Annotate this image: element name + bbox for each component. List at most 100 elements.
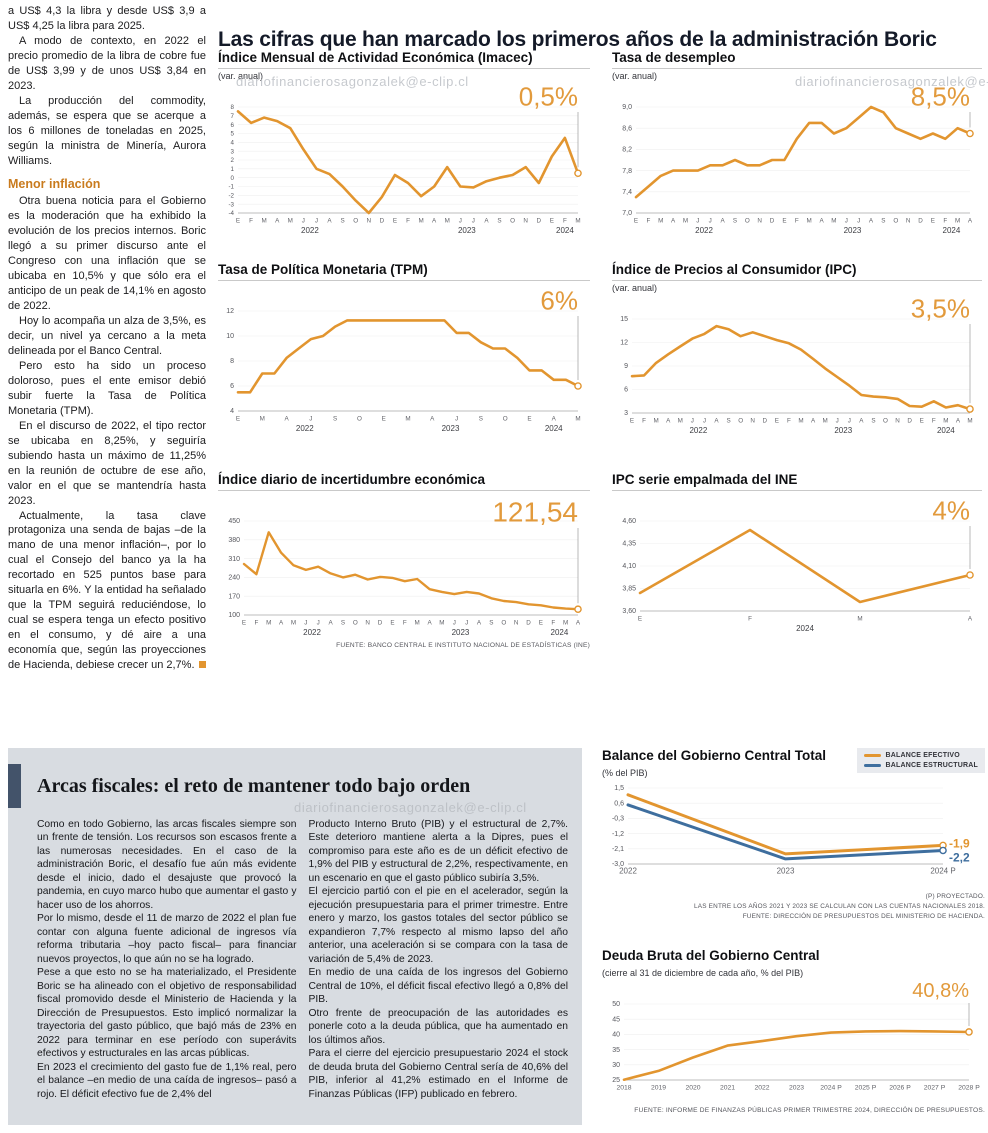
svg-text:N: N — [365, 620, 370, 627]
svg-text:S: S — [881, 218, 885, 225]
chart-footnotes: (P) PROYECTADO. LAS ENTRE LOS AÑOS 2021 … — [602, 892, 985, 922]
svg-text:2022: 2022 — [619, 867, 637, 876]
svg-text:12: 12 — [620, 340, 628, 347]
svg-text:M: M — [831, 218, 836, 225]
svg-text:2024: 2024 — [551, 628, 569, 637]
svg-text:M: M — [262, 218, 267, 225]
deuda-line-chart: 50 45 40 35 30 25 2018 2019 2020 2021 2022 2023 2024… — [602, 978, 985, 1106]
svg-text:S: S — [333, 416, 337, 423]
svg-text:D: D — [770, 218, 775, 225]
balance-chart-card: Balance del Gobierno Central Total (% de… — [602, 748, 985, 922]
svg-text:3,60: 3,60 — [622, 608, 636, 615]
svg-text:0,5%: 0,5% — [519, 82, 578, 112]
svg-text:A: A — [427, 620, 432, 627]
chart-subtitle: (var. anual) — [612, 283, 658, 293]
svg-text:E: E — [931, 218, 935, 225]
svg-text:4,35: 4,35 — [622, 541, 636, 548]
svg-text:D: D — [380, 218, 385, 225]
svg-text:O: O — [883, 418, 888, 425]
svg-text:S: S — [489, 620, 493, 627]
svg-text:F: F — [943, 218, 947, 225]
svg-text:45: 45 — [612, 1016, 620, 1023]
svg-text:E: E — [236, 218, 240, 225]
svg-text:30: 30 — [612, 1062, 620, 1069]
chart-subtitle: (% del PIB) — [602, 768, 648, 778]
svg-text:E: E — [236, 416, 240, 423]
svg-text:N: N — [514, 620, 519, 627]
svg-text:J: J — [709, 218, 712, 225]
chart-source-note: FUENTE: BANCO CENTRAL E INSTITUTO NACION… — [336, 642, 590, 649]
svg-text:2027 P: 2027 P — [924, 1085, 946, 1092]
ipc-chart-card: Índice de Precios al Consumidor (IPC) (v… — [612, 262, 982, 439]
svg-text:2024: 2024 — [545, 424, 563, 433]
tpm-chart-card: Tasa de Política Monetaria (TPM) 12 10 8 6 4… — [218, 262, 590, 437]
svg-text:12: 12 — [226, 308, 234, 315]
svg-text:M: M — [439, 620, 444, 627]
balance-title-block: Balance del Gobierno Central Total (% de… — [602, 748, 826, 778]
svg-text:F: F — [795, 218, 799, 225]
svg-text:8,6: 8,6 — [622, 125, 632, 132]
article-paragraph: El ejercicio partió con el pie en el ace… — [308, 886, 569, 965]
svg-text:A: A — [811, 418, 816, 425]
svg-text:121,54: 121,54 — [492, 497, 578, 528]
svg-text:O: O — [357, 416, 362, 423]
svg-text:2023: 2023 — [442, 424, 460, 433]
svg-text:2019: 2019 — [651, 1085, 666, 1092]
svg-text:A: A — [477, 620, 482, 627]
svg-text:2028 P: 2028 P — [958, 1085, 980, 1092]
svg-text:E: E — [634, 218, 638, 225]
svg-text:2024 P: 2024 P — [930, 867, 955, 876]
svg-text:A: A — [666, 418, 671, 425]
ipc-empalmada-chart-card: IPC serie empalmada del INE 4,60 4,35 4,10… — [612, 472, 982, 637]
svg-text:M: M — [418, 218, 423, 225]
tpm-line-chart: 12 10 8 6 4 E M A J S O E M A J S O E A M 2022 2023 2024 6% — [218, 285, 590, 437]
svg-text:2022: 2022 — [303, 628, 321, 637]
svg-text:A: A — [819, 218, 824, 225]
svg-text:-3: -3 — [228, 201, 234, 208]
svg-text:M: M — [857, 616, 862, 623]
svg-text:310: 310 — [228, 556, 240, 563]
svg-text:J: J — [465, 620, 468, 627]
svg-text:O: O — [745, 218, 750, 225]
svg-text:2024 P: 2024 P — [820, 1085, 842, 1092]
svg-text:F: F — [563, 218, 567, 225]
svg-text:170: 170 — [228, 593, 240, 600]
svg-text:9: 9 — [624, 363, 628, 370]
svg-text:-2: -2 — [228, 193, 234, 200]
svg-text:J: J — [845, 218, 848, 225]
svg-text:J: J — [848, 418, 851, 425]
ipc-empalmada-line-chart: 4,60 4,35 4,10 3,85 3,60 E F M A 2024 4% — [612, 495, 982, 637]
svg-text:E: E — [920, 418, 924, 425]
balance-line-chart: 1,5 0,6 -0,3 -1,2 -2,1 -3,0 2022 2023 2024 P -1,9… — [602, 778, 985, 890]
svg-text:M: M — [405, 416, 410, 423]
fiscal-title-row: Arcas fiscales: el reto de mantener todo… — [8, 748, 582, 814]
svg-text:A: A — [869, 218, 874, 225]
svg-text:N: N — [366, 218, 371, 225]
svg-text:A: A — [327, 218, 332, 225]
article-paragraph: En medio de una caída de los ingresos de… — [308, 967, 569, 1006]
ipc-line-chart: 15 12 9 6 3 E F M A M J J A S O N D E F M A M J J A S O N D E F M A M 2022… — [612, 293, 982, 439]
svg-text:2026 P: 2026 P — [889, 1085, 911, 1092]
svg-text:S: S — [479, 416, 483, 423]
svg-text:-2,1: -2,1 — [612, 846, 624, 853]
svg-text:J: J — [309, 416, 312, 423]
svg-text:-2,2: -2,2 — [949, 850, 970, 864]
svg-text:2023: 2023 — [777, 867, 795, 876]
svg-text:E: E — [242, 620, 246, 627]
svg-text:2020: 2020 — [685, 1085, 700, 1092]
svg-text:6: 6 — [231, 122, 235, 129]
chart-subtitle: (var. anual) — [218, 71, 264, 81]
svg-text:M: M — [683, 218, 688, 225]
article-paragraph: A modo de contexto, en 2022 el precio pr… — [8, 34, 206, 92]
imacec-chart-card: Índice Mensual de Actividad Económica (I… — [218, 50, 590, 239]
chart-title: Deuda Bruta del Gobierno Central — [602, 948, 820, 963]
svg-text:M: M — [823, 418, 828, 425]
svg-text:J: J — [304, 620, 307, 627]
svg-text:M: M — [575, 218, 580, 225]
svg-text:2023: 2023 — [452, 628, 470, 637]
chart-title: IPC serie empalmada del INE — [612, 472, 982, 491]
svg-text:O: O — [510, 218, 515, 225]
svg-text:100: 100 — [228, 612, 240, 619]
svg-text:15: 15 — [620, 316, 628, 323]
